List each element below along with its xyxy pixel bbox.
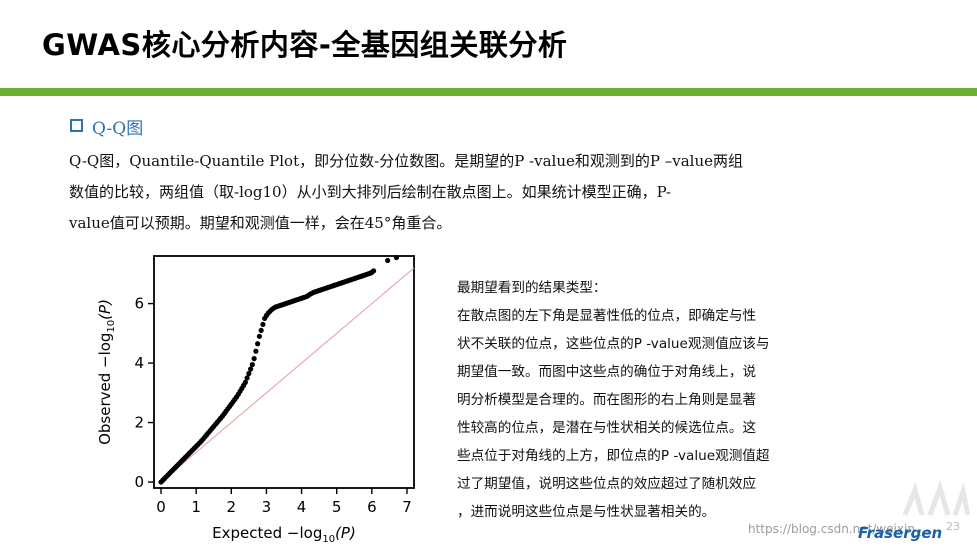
intro-line: Q-Q图，Quantile-Quantile Plot，即分位数-分位数图。是期…	[69, 152, 743, 170]
x-tick-label: 6	[367, 498, 377, 516]
qq-point	[256, 333, 263, 339]
qq-point	[260, 321, 266, 328]
title-underline-bar	[0, 88, 977, 96]
result-description: 最期望看到的结果类型： 在散点图的左下角是显著性低的位点，即确定与性 状不关联的…	[457, 274, 787, 526]
qq-plot-svg: 0 1 2 3 4 5 6 7 0 2 4 6 Expected −log10(P) Observed…	[96, 254, 415, 545]
x-tick-label: 1	[191, 498, 201, 516]
description-line: 最期望看到的结果类型：	[457, 280, 607, 296]
page-number: 23	[946, 520, 960, 533]
description-line: 状不关联的位点，这些位点的P -value观测值应该与	[457, 336, 770, 352]
qq-point	[370, 268, 377, 274]
x-tick-label: 3	[262, 498, 272, 516]
x-axis-label: Expected −log10(P)	[212, 524, 356, 545]
intro-paragraph: Q-Q图，Quantile-Quantile Plot，即分位数-分位数图。是期…	[69, 146, 789, 239]
y-tick-label: 0	[134, 473, 144, 491]
intro-line: value值可以预期。期望和观测值一样，会在45°角重合。	[69, 214, 452, 232]
plot-frame	[153, 255, 415, 489]
qq-point	[253, 348, 259, 354]
qq-point	[244, 375, 250, 381]
description-line: 性较高的位点，是潜在与性状相关的候选位点。这	[457, 420, 757, 436]
qq-point	[246, 370, 252, 377]
qq-point	[251, 356, 257, 362]
slide-title: GWAS核心分析内容-全基因组关联分析	[42, 28, 568, 62]
qq-point	[242, 379, 248, 386]
description-line: 期望值一致。而图中这些点的确位于对角线上，说	[457, 364, 757, 380]
x-tick-label: 2	[227, 498, 237, 516]
qq-plot: 0 1 2 3 4 5 6 7 0 2 4 6 Expected −log10(P) Observed…	[96, 250, 426, 550]
y-tick-label: 6	[134, 295, 144, 313]
qq-point	[248, 366, 254, 372]
x-tick-label: 5	[332, 498, 342, 516]
qq-point	[393, 254, 400, 261]
description-line: 过了期望值，说明这些位点的效应超过了随机效应	[457, 476, 757, 492]
x-tick-label: 0	[156, 498, 166, 516]
section-heading-text: Q-Q图	[92, 119, 144, 139]
qq-point	[385, 257, 391, 264]
hollow-square-bullet-icon	[70, 119, 83, 132]
x-tick-label: 7	[402, 498, 412, 516]
y-axis-label: Observed −log10(P)	[96, 299, 117, 445]
qq-point	[255, 341, 261, 347]
description-line: 明分析模型是合理的。而在图形的右上角则是显著	[457, 392, 757, 408]
corner-decoration-icon	[902, 480, 970, 516]
description-line: 在散点图的左下角是显著性低的位点，即确定与性	[457, 308, 757, 324]
description-line: 些点位于对角线的上方，即位点的P -value观测值超	[457, 448, 770, 464]
qq-point	[258, 327, 264, 333]
section-heading: Q-Q图	[70, 114, 143, 139]
y-tick-label: 4	[134, 354, 144, 372]
x-tick-label: 4	[297, 498, 307, 516]
qq-point	[249, 361, 255, 368]
description-line: ，进而说明这些位点是与性状显著相关的。	[457, 504, 716, 520]
brand-logo: Frasergen	[858, 524, 943, 542]
watermark-url: https://blog.csdn.net/weixin_…	[748, 522, 933, 536]
y-tick-label: 2	[134, 414, 144, 432]
intro-line: 数值的比较，两组值（取-log10）从小到大排列后绘制在散点图上。如果统计模型正…	[69, 183, 671, 201]
reference-diagonal-line	[160, 267, 415, 483]
